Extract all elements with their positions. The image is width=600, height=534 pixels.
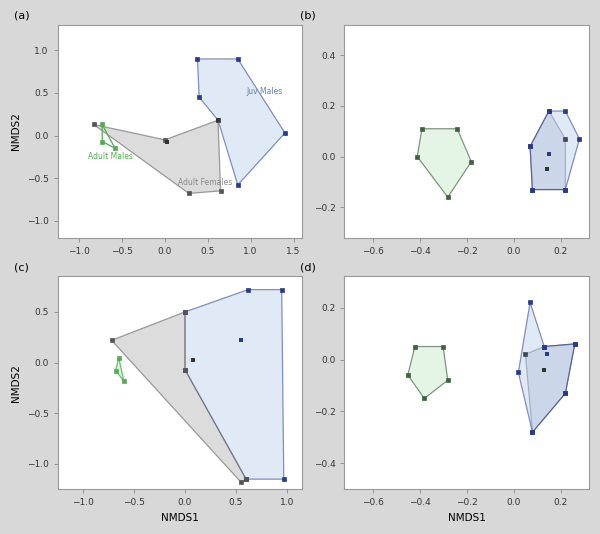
Y-axis label: NMDS2: NMDS2 [11,364,21,402]
Polygon shape [530,111,580,190]
X-axis label: NMDS1: NMDS1 [161,513,199,523]
Polygon shape [526,344,575,432]
Text: (a): (a) [14,11,29,21]
Text: (d): (d) [301,262,316,272]
Text: (b): (b) [301,11,316,21]
Polygon shape [94,120,221,193]
X-axis label: NMDS1: NMDS1 [448,513,485,523]
Polygon shape [185,289,284,479]
Polygon shape [408,347,448,398]
Text: Juv Males: Juv Males [247,87,283,96]
Text: (c): (c) [14,262,28,272]
Text: Adult Females: Adult Females [178,178,232,187]
Polygon shape [197,59,285,185]
Polygon shape [417,129,472,197]
Polygon shape [518,302,575,432]
Y-axis label: NMDS2: NMDS2 [11,112,21,150]
Polygon shape [530,111,565,190]
Polygon shape [116,358,124,381]
Text: Adult Males: Adult Males [88,152,133,161]
Polygon shape [112,312,246,482]
